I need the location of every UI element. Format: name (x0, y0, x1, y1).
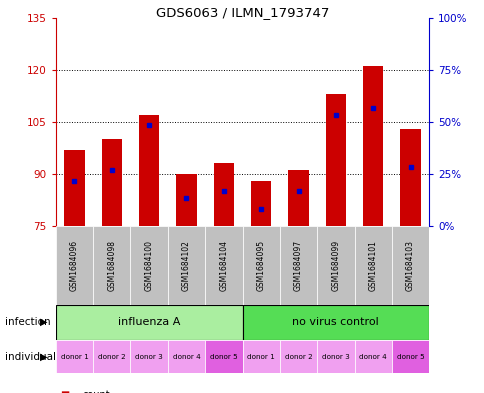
FancyBboxPatch shape (93, 340, 130, 373)
Text: donor 2: donor 2 (98, 354, 125, 360)
Bar (138, 115, 159, 226)
Bar (362, 66, 383, 226)
Bar (399, 129, 420, 226)
FancyBboxPatch shape (242, 226, 279, 305)
Bar (325, 94, 346, 226)
Text: GSM1684097: GSM1684097 (293, 240, 302, 291)
Text: infection: infection (5, 317, 50, 327)
FancyBboxPatch shape (56, 305, 242, 340)
Text: GSM1684096: GSM1684096 (70, 240, 79, 291)
Bar (287, 171, 308, 226)
Text: GSM1684100: GSM1684100 (144, 240, 153, 291)
FancyBboxPatch shape (242, 340, 279, 373)
Text: GSM1684102: GSM1684102 (182, 240, 191, 291)
Text: GSM1684101: GSM1684101 (368, 240, 377, 291)
Text: individual: individual (5, 352, 56, 362)
Text: donor 5: donor 5 (396, 354, 424, 360)
Text: GSM1684095: GSM1684095 (256, 240, 265, 291)
Text: ■: ■ (60, 390, 70, 393)
Bar (64, 150, 85, 226)
Text: ▶: ▶ (40, 317, 47, 327)
FancyBboxPatch shape (279, 226, 317, 305)
Text: donor 5: donor 5 (210, 354, 237, 360)
FancyBboxPatch shape (130, 340, 167, 373)
FancyBboxPatch shape (391, 226, 428, 305)
FancyBboxPatch shape (205, 226, 242, 305)
FancyBboxPatch shape (317, 226, 354, 305)
Text: GSM1684098: GSM1684098 (107, 240, 116, 291)
FancyBboxPatch shape (279, 340, 317, 373)
Text: donor 2: donor 2 (284, 354, 312, 360)
FancyBboxPatch shape (56, 226, 93, 305)
Text: GSM1684103: GSM1684103 (405, 240, 414, 291)
FancyBboxPatch shape (130, 226, 167, 305)
FancyBboxPatch shape (93, 226, 130, 305)
FancyBboxPatch shape (56, 340, 93, 373)
Text: influenza A: influenza A (118, 317, 180, 327)
FancyBboxPatch shape (317, 340, 354, 373)
Text: GDS6063 / ILMN_1793747: GDS6063 / ILMN_1793747 (155, 6, 329, 19)
Text: donor 1: donor 1 (60, 354, 88, 360)
Text: GSM1684099: GSM1684099 (331, 240, 340, 291)
Text: donor 3: donor 3 (321, 354, 349, 360)
FancyBboxPatch shape (354, 226, 391, 305)
FancyBboxPatch shape (391, 340, 428, 373)
FancyBboxPatch shape (167, 340, 205, 373)
Bar (176, 174, 197, 226)
FancyBboxPatch shape (242, 305, 428, 340)
Text: no virus control: no virus control (292, 317, 378, 327)
Bar (101, 139, 122, 226)
Text: donor 1: donor 1 (247, 354, 274, 360)
Bar (213, 163, 234, 226)
Text: donor 4: donor 4 (172, 354, 200, 360)
Text: count: count (82, 390, 110, 393)
Text: ▶: ▶ (40, 352, 47, 362)
Bar (250, 181, 271, 226)
FancyBboxPatch shape (354, 340, 391, 373)
Text: donor 4: donor 4 (359, 354, 386, 360)
FancyBboxPatch shape (205, 340, 242, 373)
Text: donor 3: donor 3 (135, 354, 163, 360)
FancyBboxPatch shape (167, 226, 205, 305)
Text: GSM1684104: GSM1684104 (219, 240, 228, 291)
